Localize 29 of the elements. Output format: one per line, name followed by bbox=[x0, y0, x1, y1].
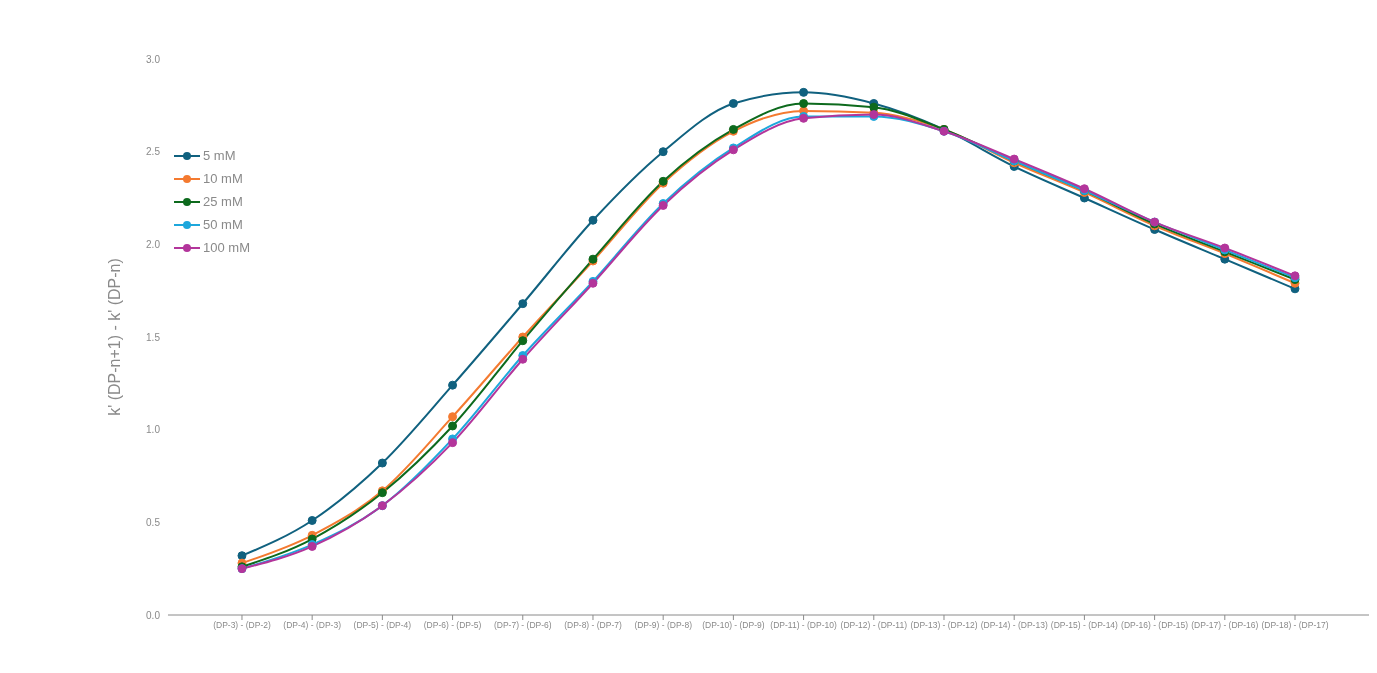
y-tick-label: 0.0 bbox=[146, 609, 161, 621]
x-tick-label: (DP-15) - (DP-14) bbox=[1050, 620, 1119, 631]
x-tick-label: (DP-8) - (DP-7) bbox=[564, 620, 622, 631]
x-tick-label: (DP-5) - (DP-4) bbox=[353, 620, 412, 631]
x-tick-label: (DP-16) - (DP-15) bbox=[1121, 620, 1189, 631]
x-tick-label: (DP-14) - (DP-13) bbox=[980, 620, 1048, 631]
y-tick-label: 1.0 bbox=[146, 424, 161, 436]
y-tick-label: 3.0 bbox=[146, 53, 161, 65]
x-tick-label: (DP-4) - (DP-3) bbox=[283, 620, 342, 631]
x-tick-label: (DP-11) - (DP-10) bbox=[770, 620, 837, 631]
x-tick-label: (DP-7) - (DP-6) bbox=[493, 620, 552, 631]
y-tick-label: 2.5 bbox=[146, 146, 161, 158]
x-tick-label: (DP-12) - (DP-11) bbox=[840, 620, 908, 631]
legend-label: 10 mM bbox=[203, 171, 243, 186]
y-tick-label: 0.5 bbox=[146, 516, 161, 528]
y-tick-label: 2.0 bbox=[146, 238, 161, 250]
legend-label: 100 mM bbox=[203, 240, 250, 255]
x-tick-label: (DP-10) - (DP-9) bbox=[702, 620, 765, 631]
legend-label: 25 mM bbox=[203, 194, 243, 209]
legend-label: 50 mM bbox=[203, 217, 243, 232]
x-tick-label: (DP-18) - (DP-17) bbox=[1261, 620, 1329, 631]
x-tick-label: (DP-13) - (DP-12) bbox=[910, 620, 978, 631]
x-tick-label: (DP-6) - (DP-5) bbox=[423, 620, 482, 631]
y-tick-label: 1.5 bbox=[146, 331, 161, 343]
legend-label: 5 mM bbox=[203, 148, 236, 163]
x-tick-label: (DP-9) - (DP-8) bbox=[634, 620, 693, 631]
x-tick-label: (DP-3) - (DP-2) bbox=[213, 620, 271, 631]
x-tick-label: (DP-17) - (DP-16) bbox=[1191, 620, 1259, 631]
y-axis-title: k' (DP-n+1) - k' (DP-n) bbox=[105, 258, 123, 416]
